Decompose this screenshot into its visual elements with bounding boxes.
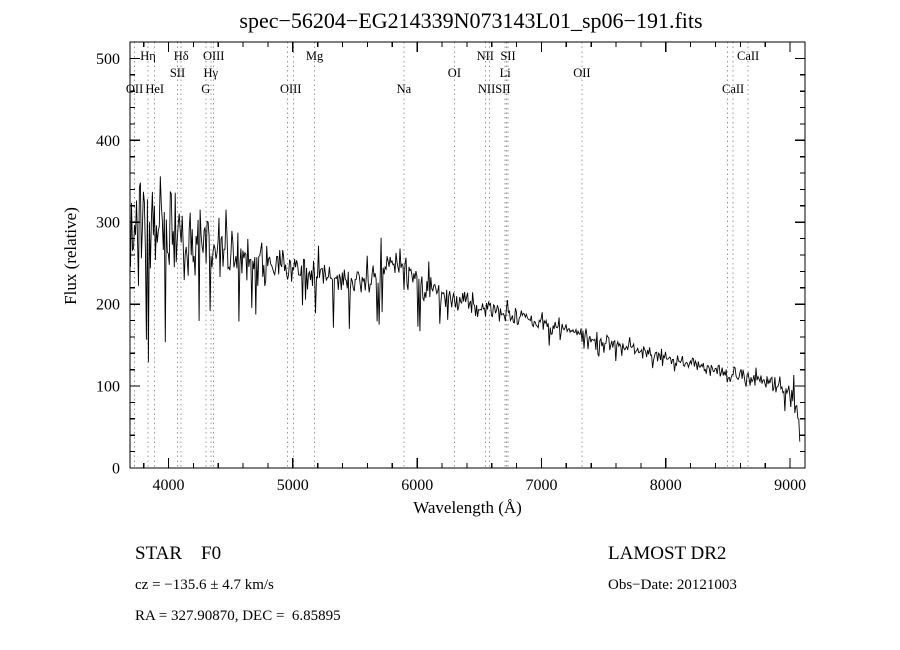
spectral-line-label: Hγ: [204, 66, 219, 80]
x-tick-label: 5000: [277, 477, 309, 494]
plot-title: spec−56204−EG214339N073143L01_sp06−191.f…: [239, 8, 703, 33]
spectral-line-label: Hη: [140, 49, 156, 63]
spectral-line-label: OIII: [203, 49, 225, 63]
spectral-line-label: NII: [477, 49, 494, 63]
spectral-line-label: Na: [397, 82, 412, 96]
obs-date-label: Obs−Date: 20121003: [608, 577, 737, 593]
y-tick-label: 0: [112, 461, 120, 478]
spectral-line-label: SII: [500, 49, 515, 63]
spectral-line-label: Hδ: [174, 49, 189, 63]
x-tick-label: 4000: [153, 477, 185, 494]
spectral-line-label: Mg: [306, 49, 324, 63]
spectral-line-label: NIISII: [478, 82, 511, 96]
spectral-line-label: OII: [573, 66, 590, 80]
survey-label: LAMOST DR2: [608, 543, 727, 564]
axis-ticks: [130, 41, 805, 469]
ra-dec-label: RA = 327.90870, DEC = 6.85895: [135, 608, 341, 624]
x-axis-label: Wavelength (Å): [413, 498, 522, 517]
x-tick-label: 7000: [526, 477, 558, 494]
x-tick-label: 6000: [401, 477, 433, 494]
y-tick-label: 300: [96, 215, 120, 232]
spectral-line-label: OI: [448, 66, 461, 80]
y-tick-label: 400: [96, 133, 120, 150]
axis-tick-labels: 4000 5000 6000 7000 8000 9000 0 100 200 300 400 500: [96, 51, 806, 494]
y-tick-label: 500: [96, 51, 120, 68]
spectral-line-label: CaII: [722, 82, 744, 96]
spectrum-trace: [130, 176, 801, 442]
y-axis-label: Flux (relative): [61, 207, 80, 305]
cz-velocity-label: cz = −135.6 ± 4.7 km/s: [135, 577, 274, 593]
spectral-line-label: Li: [500, 66, 512, 80]
spectral-line-label: OIII: [280, 82, 302, 96]
object-type-label: STAR F0: [135, 543, 222, 564]
spectral-line-markers: [134, 42, 749, 468]
spectral-line-label: HeI: [145, 82, 164, 96]
x-tick-label: 8000: [650, 477, 682, 494]
y-tick-label: 200: [96, 297, 120, 314]
spectral-line-label: SII: [170, 66, 185, 80]
spectral-line-label: OII: [126, 82, 143, 96]
spectral-line-label: G: [201, 82, 210, 96]
x-tick-label: 9000: [774, 477, 806, 494]
y-tick-label: 100: [96, 379, 120, 396]
spectral-line-label: CaII: [737, 49, 759, 63]
